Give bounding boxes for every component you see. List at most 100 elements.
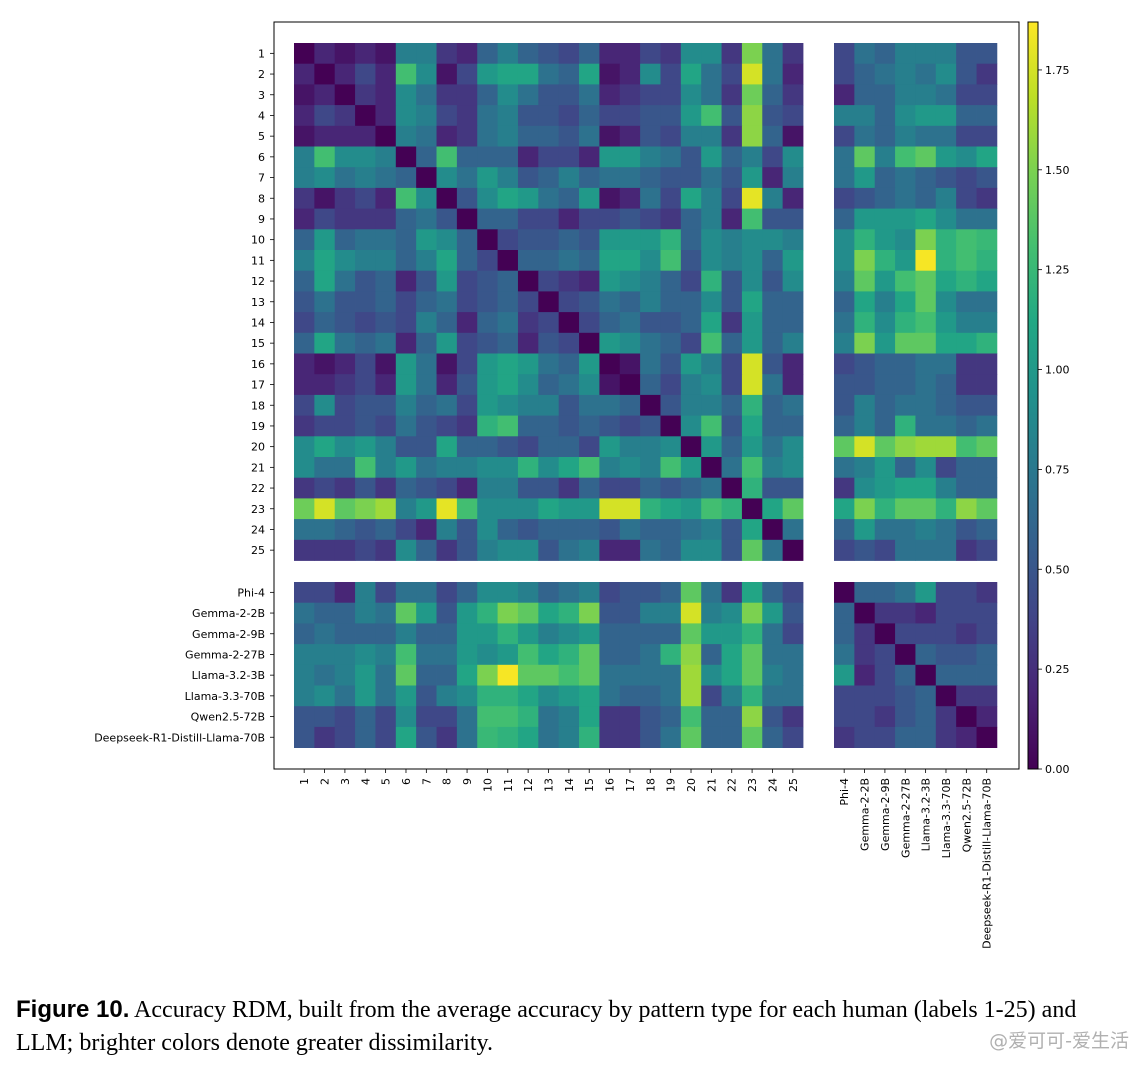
heatmap-cell xyxy=(895,706,916,728)
heatmap-cell xyxy=(782,644,804,666)
heatmap-cell xyxy=(701,167,722,189)
heatmap-cell xyxy=(660,353,682,375)
heatmap-cell xyxy=(477,706,498,728)
heatmap-cell xyxy=(762,394,784,416)
heatmap-cell xyxy=(976,43,998,65)
heatmap-cell xyxy=(854,187,876,209)
heatmap-cell xyxy=(935,105,957,127)
heatmap-cell xyxy=(294,436,315,458)
heatmap-cell xyxy=(741,146,763,168)
heatmap-cell xyxy=(538,498,560,520)
heatmap-cell xyxy=(834,63,855,85)
heatmap-cell xyxy=(314,332,336,354)
row-tick-label: 19 xyxy=(251,420,265,433)
heatmap-cell xyxy=(895,167,916,189)
heatmap-cell xyxy=(579,539,600,561)
heatmap-cell xyxy=(956,457,977,479)
heatmap-cell xyxy=(619,84,641,106)
heatmap-cell xyxy=(956,229,977,251)
heatmap-cell xyxy=(314,312,336,334)
heatmap-cell xyxy=(558,623,580,645)
heatmap-cell xyxy=(558,146,580,168)
heatmap-cell xyxy=(834,291,855,313)
heatmap-cell xyxy=(579,125,600,147)
heatmap-cell xyxy=(375,270,397,292)
heatmap-cell xyxy=(680,353,702,375)
heatmap-cell xyxy=(782,582,804,604)
heatmap-cell xyxy=(834,623,855,645)
heatmap-cell xyxy=(782,291,804,313)
heatmap-cell xyxy=(874,63,896,85)
heatmap-cell xyxy=(619,477,641,499)
heatmap-cell xyxy=(834,84,855,106)
heatmap-cell xyxy=(956,685,977,707)
heatmap-cell xyxy=(395,726,417,748)
heatmap-cell xyxy=(456,644,478,666)
heatmap-cell xyxy=(416,726,437,748)
heatmap-cell xyxy=(874,312,896,334)
heatmap-cell xyxy=(680,644,702,666)
heatmap-cell xyxy=(294,105,315,127)
heatmap-cell xyxy=(874,457,896,479)
heatmap-cell xyxy=(701,644,722,666)
heatmap-cell xyxy=(436,43,458,65)
heatmap-cell xyxy=(660,415,682,437)
heatmap-cell xyxy=(314,84,336,106)
heatmap-cell xyxy=(834,602,855,624)
heatmap-cell xyxy=(477,394,498,416)
heatmap-cell xyxy=(619,270,641,292)
heatmap-cell xyxy=(579,353,600,375)
heatmap-cell xyxy=(640,582,661,604)
heatmap-cell xyxy=(956,519,977,541)
heatmap-cell xyxy=(701,664,722,686)
heatmap-cell xyxy=(375,519,397,541)
heatmap-cell xyxy=(538,84,560,106)
heatmap-cell xyxy=(976,270,998,292)
heatmap-cell xyxy=(854,332,876,354)
heatmap-cell xyxy=(436,457,458,479)
heatmap-cell xyxy=(935,374,957,396)
heatmap-cell xyxy=(294,374,315,396)
heatmap-cell xyxy=(741,726,763,748)
heatmap-cell xyxy=(640,84,661,106)
heatmap-cell xyxy=(436,208,458,230)
heatmap-cell xyxy=(680,105,702,127)
heatmap-cell xyxy=(294,187,315,209)
heatmap-cell xyxy=(915,457,937,479)
heatmap-cell xyxy=(416,84,437,106)
row-tick-label: 12 xyxy=(251,275,265,288)
column-tick-label: 8 xyxy=(441,778,454,785)
heatmap-cell xyxy=(416,477,437,499)
heatmap-cell xyxy=(517,374,539,396)
heatmap-cell xyxy=(294,415,315,437)
heatmap-cell xyxy=(741,208,763,230)
heatmap-cell xyxy=(334,519,356,541)
heatmap-cell xyxy=(782,457,804,479)
heatmap-cell xyxy=(721,415,743,437)
heatmap-cell xyxy=(660,706,682,728)
heatmap-cell xyxy=(294,726,315,748)
column-tick-label: 5 xyxy=(380,778,393,785)
heatmap-cell xyxy=(834,167,855,189)
heatmap-cell xyxy=(640,644,661,666)
heatmap-cell xyxy=(935,477,957,499)
heatmap-cell xyxy=(741,582,763,604)
heatmap-cell xyxy=(436,623,458,645)
heatmap-cell xyxy=(436,84,458,106)
heatmap-cell xyxy=(436,332,458,354)
heatmap-cell xyxy=(517,63,539,85)
heatmap-cell xyxy=(334,125,356,147)
column-tick-label: Gemma-2-2B xyxy=(859,778,872,851)
heatmap-cell xyxy=(874,602,896,624)
heatmap-cell xyxy=(497,477,519,499)
heatmap-cell xyxy=(416,208,437,230)
heatmap-cell xyxy=(294,664,315,686)
column-tick-label: 9 xyxy=(461,778,474,785)
heatmap-cell xyxy=(915,146,937,168)
heatmap-cell xyxy=(701,415,722,437)
heatmap-cell xyxy=(721,167,743,189)
heatmap-cell xyxy=(619,229,641,251)
heatmap-cell xyxy=(660,539,682,561)
heatmap-cell xyxy=(782,187,804,209)
heatmap-cell xyxy=(355,332,376,354)
